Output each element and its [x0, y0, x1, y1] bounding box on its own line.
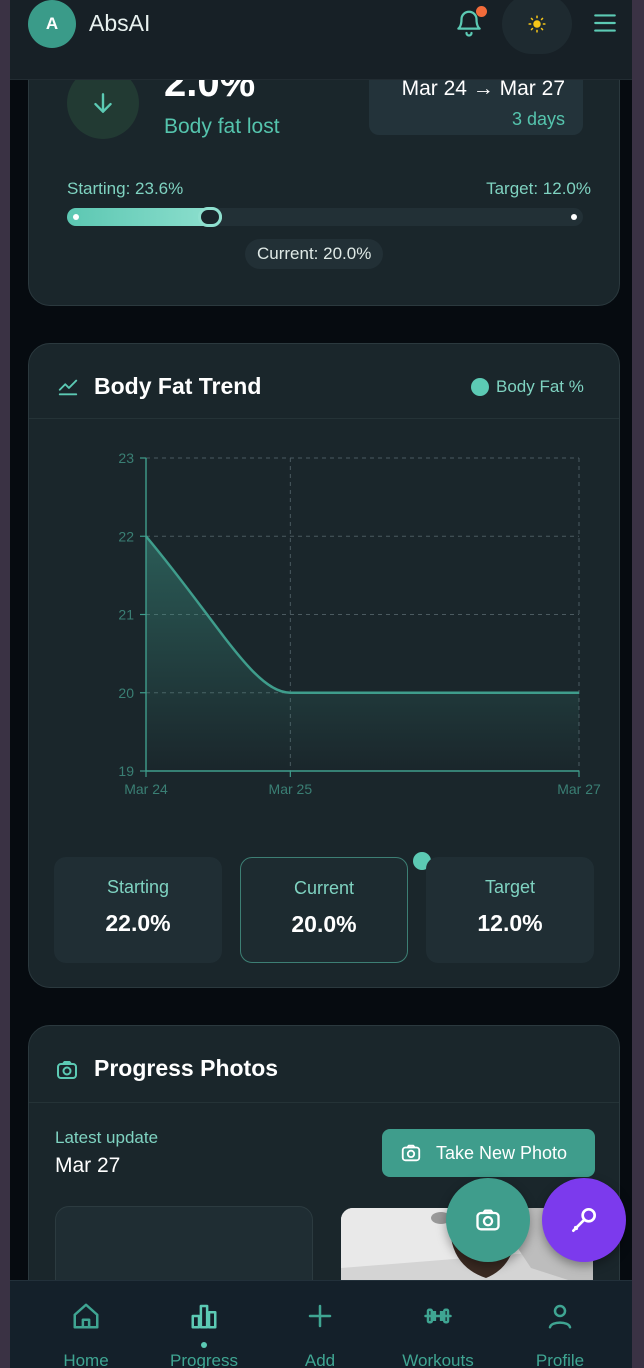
nav-label-home: Home: [63, 1351, 109, 1368]
starting-stat-value: 22.0%: [105, 910, 171, 936]
latest-update-date: Mar 27: [55, 1154, 121, 1177]
top-app-bar: A AbsAI: [10, 0, 632, 80]
current-pill: Current: 20.0%: [245, 239, 384, 269]
date-range: Mar 24 → Mar 27: [401, 77, 565, 100]
nav-home[interactable]: Home: [24, 1281, 148, 1368]
nav-profile[interactable]: Profile: [498, 1281, 622, 1368]
current-stat: Current 20.0%: [240, 857, 408, 963]
legend-label: Body Fat %: [496, 377, 584, 396]
notification-dot: [476, 6, 487, 17]
legend-swatch: [471, 378, 489, 396]
progress-fill: [67, 208, 222, 226]
trend-card-header: Body Fat Trend Body Fat %: [29, 344, 619, 419]
latest-update-label: Latest update: [55, 1128, 159, 1147]
body-fat-trend-card: Body Fat Trend Body Fat % 23 22 21 20 19 Mar …: [28, 343, 620, 988]
app-frame: A AbsAI: [10, 0, 632, 1368]
app-brand: AbsAI: [89, 10, 151, 36]
y-tick-label: 20: [118, 685, 134, 701]
nav-label-progress: Progress: [169, 1351, 239, 1368]
camera-fab[interactable]: [446, 1178, 530, 1262]
bell-icon[interactable]: [454, 8, 484, 38]
take-new-photo-label: Take New Photo: [436, 1142, 568, 1163]
y-tick-label: 21: [118, 607, 134, 623]
dumbbell-icon: [424, 1308, 452, 1324]
target-stat-value: 12.0%: [477, 910, 543, 936]
progress-knob: [198, 207, 222, 227]
nav-label-profile: Profile: [535, 1351, 585, 1368]
duration: 3 days: [511, 109, 565, 129]
y-tick-label: 19: [118, 763, 134, 779]
nav-label-workouts: Workouts: [402, 1351, 474, 1368]
progress-start-marker: [73, 214, 79, 220]
target-stat-label: Target: [484, 877, 536, 897]
series-line: [145, 535, 579, 694]
series-area: [146, 536, 579, 771]
theme-toggle-button[interactable]: [502, 0, 572, 54]
nav-add[interactable]: Add: [258, 1281, 382, 1368]
voice-fab[interactable]: [542, 1178, 626, 1262]
plus-icon: [308, 1304, 332, 1328]
starting-stat: Starting 22.0%: [54, 857, 222, 963]
current-stat-label: Current: [293, 878, 355, 898]
x-tick-label: Mar 25: [269, 781, 313, 797]
menu-icon[interactable]: [592, 10, 618, 36]
body-fat-chart: 23 22 21 20 19 Mar 24 Mar 25 Mar 27: [118, 450, 601, 797]
x-tick-label: Mar 24: [124, 781, 168, 797]
target-stat: Target 12.0%: [426, 857, 594, 963]
current-stat-value: 20.0%: [291, 911, 357, 937]
fat-lost-label: Body fat lost: [164, 115, 280, 138]
x-tick-label: Mar 27: [557, 781, 601, 797]
body-fat-summary-card: 2.0% Body fat lost Mar 24 → Mar 27 3 day…: [28, 40, 620, 306]
nav-progress[interactable]: Progress: [142, 1281, 266, 1368]
camera-icon: [401, 1144, 421, 1162]
camera-icon: [476, 1209, 500, 1231]
progress-track: [67, 207, 583, 227]
take-new-photo-button[interactable]: Take New Photo: [382, 1129, 595, 1177]
progress-end-marker: [571, 214, 577, 220]
sun-icon: [528, 15, 546, 33]
avatar[interactable]: A: [28, 0, 76, 48]
bottom-navigation: Home Progress Add Workouts Profile: [10, 1280, 632, 1368]
active-indicator: [201, 1342, 207, 1348]
y-tick-label: 22: [118, 528, 134, 544]
target-label: Target: 12.0%: [486, 179, 591, 198]
home-icon: [73, 1303, 99, 1329]
trend-title: Body Fat Trend: [94, 373, 262, 399]
trend-line-icon: [58, 379, 78, 396]
arrow-down-icon: [94, 93, 112, 113]
nav-label-add: Add: [304, 1351, 336, 1368]
camera-icon: [57, 1061, 77, 1079]
starting-stat-label: Starting: [106, 877, 170, 897]
user-icon: [548, 1304, 572, 1329]
bar-chart-icon: [191, 1304, 217, 1329]
photos-card-header: Progress Photos: [29, 1026, 619, 1103]
microphone-icon: [572, 1208, 596, 1232]
y-tick-label: 23: [118, 450, 134, 466]
starting-label: Starting: 23.6%: [67, 179, 184, 198]
nav-workouts[interactable]: Workouts: [376, 1281, 500, 1368]
photos-title: Progress Photos: [94, 1055, 279, 1081]
